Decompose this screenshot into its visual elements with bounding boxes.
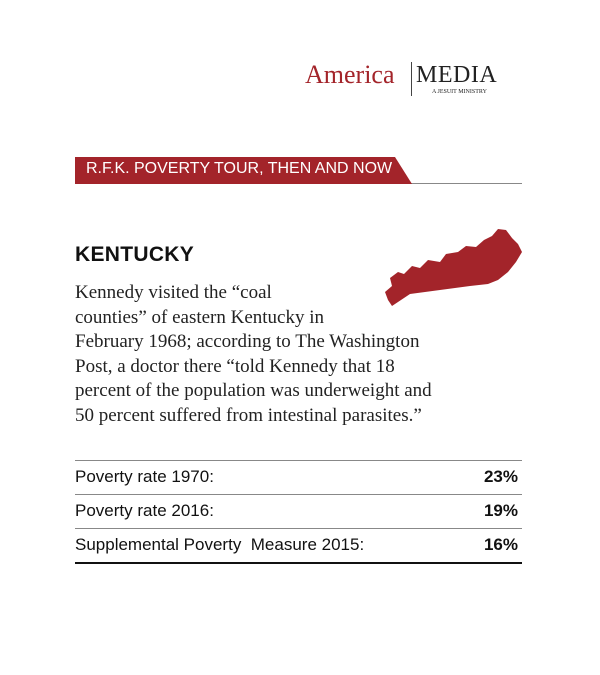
paragraph-line: counties” of eastern Kentucky in — [75, 306, 325, 328]
kentucky-map — [385, 229, 522, 306]
row-label: Poverty rate 2016: — [75, 501, 214, 520]
logo-tagline: A JESUIT MINISTRY — [432, 89, 487, 95]
logo-brand: MEDIA — [416, 62, 498, 88]
paragraph-line: February 1968; according to The Washingt… — [75, 331, 420, 352]
paragraph-line: percent of the population was underweigh… — [75, 380, 432, 401]
row-label: Supplemental Poverty Measure 2015: — [75, 535, 365, 554]
banner-text: R.F.K. POVERTY TOUR, THEN AND NOW — [86, 160, 393, 177]
table-rule — [75, 528, 522, 529]
row-value: 23% — [483, 467, 518, 486]
heading: KENTUCKY — [75, 243, 195, 266]
row-value: 19% — [483, 501, 518, 520]
banner-shape — [75, 157, 412, 184]
table-rule — [75, 494, 522, 495]
logo-divider — [411, 62, 412, 96]
paragraph-line: Kennedy visited the “coal — [75, 282, 272, 303]
row-value: 16% — [483, 535, 518, 554]
table-rule — [75, 562, 522, 564]
table-rule — [75, 460, 522, 461]
row-label: Poverty rate 1970: — [75, 467, 214, 486]
paragraph-line: 50 percent suffered from intestinal para… — [75, 404, 422, 426]
paragraph-line: Post, a doctor there “told Kennedy that … — [75, 355, 395, 377]
logo-name: America — [305, 60, 395, 89]
